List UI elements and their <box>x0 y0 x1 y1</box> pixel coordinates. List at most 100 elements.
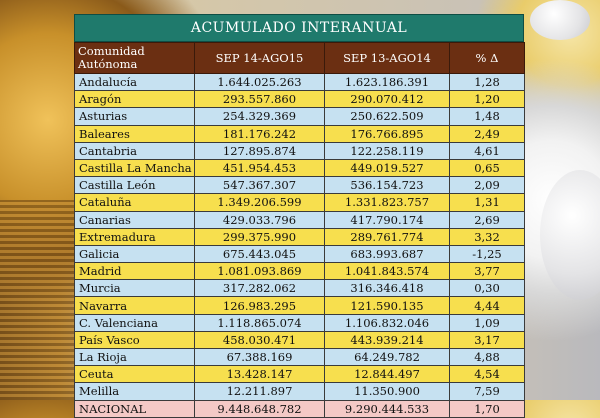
table-row: Galicia 675.443.045 683.993.687 -1,25 <box>74 244 525 264</box>
previous-period-cell: 443.939.214 <box>324 330 450 350</box>
header-community-line1: Comunidad <box>78 44 145 58</box>
community-name-cell: Castilla La Mancha <box>74 158 195 178</box>
current-period-cell: 547.367.307 <box>194 176 325 195</box>
percent-change-cell: 1,31 <box>449 193 525 212</box>
table-row: C. Valenciana 1.118.865.074 1.106.832.046 1… <box>74 313 525 332</box>
table-row: Melilla 12.211.897 11.350.900 7,59 <box>74 382 525 401</box>
community-name-cell: Navarra <box>74 296 195 315</box>
current-period-cell: 1.118.865.074 <box>194 313 325 332</box>
previous-period-cell: 1.331.823.757 <box>324 193 450 212</box>
previous-period-cell: 536.154.723 <box>324 176 450 195</box>
current-period-cell: 458.030.471 <box>194 330 325 350</box>
header-period-current: SEP 14-AGO15 <box>194 42 325 74</box>
header-percent-change: % Δ <box>449 42 525 74</box>
pill-decoration <box>530 0 590 40</box>
percent-change-cell: 4,88 <box>449 347 525 367</box>
header-period-previous: SEP 13-AGO14 <box>324 42 450 74</box>
previous-period-cell: 290.070.412 <box>324 90 450 109</box>
community-name-cell: Extremadura <box>74 227 195 246</box>
table-row: Andalucía 1.644.025.263 1.623.186.391 1,28 <box>74 72 525 92</box>
regional-spending-table: Comunidad Autónoma SEP 14-AGO15 SEP 13-A… <box>74 42 525 418</box>
previous-period-cell: 417.790.174 <box>324 210 450 229</box>
current-period-cell: 181.176.242 <box>194 124 325 143</box>
data-table-panel: ACUMULADO INTERANUAL Comunidad Autónoma … <box>74 14 525 418</box>
community-name-cell: Aragón <box>74 90 195 109</box>
percent-change-cell: 7,59 <box>449 382 525 401</box>
table-row: Canarias 429.033.796 417.790.174 2,69 <box>74 210 525 229</box>
percent-change-cell: 1,48 <box>449 107 525 126</box>
total-previous-cell: 9.290.444.533 <box>324 399 450 418</box>
percent-change-cell: 2,09 <box>449 176 525 195</box>
current-period-cell: 293.557.860 <box>194 90 325 109</box>
table-row: Navarra 126.983.295 121.590.135 4,44 <box>74 296 525 315</box>
current-period-cell: 67.388.169 <box>194 347 325 367</box>
previous-period-cell: 683.993.687 <box>324 244 450 264</box>
table-row: Cataluña 1.349.206.599 1.331.823.757 1,31 <box>74 193 525 212</box>
percent-change-cell: 4,44 <box>449 296 525 315</box>
previous-period-cell: 1.623.186.391 <box>324 72 450 92</box>
community-name-cell: Cantabria <box>74 141 195 160</box>
percent-change-cell: 4,54 <box>449 365 525 384</box>
table-row: Aragón 293.557.860 290.070.412 1,20 <box>74 90 525 109</box>
table-row: Extremadura 299.375.990 289.761.774 3,32 <box>74 227 525 246</box>
previous-period-cell: 64.249.782 <box>324 347 450 367</box>
percent-change-cell: 3,32 <box>449 227 525 246</box>
table-row: Asturias 254.329.369 250.622.509 1,48 <box>74 107 525 126</box>
table-row: País Vasco 458.030.471 443.939.214 3,17 <box>74 330 525 350</box>
current-period-cell: 317.282.062 <box>194 279 325 298</box>
percent-change-cell: 1,28 <box>449 72 525 92</box>
community-name-cell: Ceuta <box>74 365 195 384</box>
community-name-cell: Cataluña <box>74 193 195 212</box>
current-period-cell: 254.329.369 <box>194 107 325 126</box>
community-name-cell: Canarias <box>74 210 195 229</box>
community-name-cell: Baleares <box>74 124 195 143</box>
current-period-cell: 299.375.990 <box>194 227 325 246</box>
table-row: Castilla León 547.367.307 536.154.723 2,09 <box>74 176 525 195</box>
community-name-cell: Madrid <box>74 262 195 281</box>
community-name-cell: Murcia <box>74 279 195 298</box>
previous-period-cell: 11.350.900 <box>324 382 450 401</box>
table-row: Baleares 181.176.242 176.766.895 2,49 <box>74 124 525 143</box>
current-period-cell: 1.644.025.263 <box>194 72 325 92</box>
current-period-cell: 429.033.796 <box>194 210 325 229</box>
percent-change-cell: -1,25 <box>449 244 525 264</box>
community-name-cell: La Rioja <box>74 347 195 367</box>
total-percent-cell: 1,70 <box>449 399 525 418</box>
previous-period-cell: 289.761.774 <box>324 227 450 246</box>
previous-period-cell: 250.622.509 <box>324 107 450 126</box>
header-community: Comunidad Autónoma <box>74 42 195 74</box>
header-community-line2: Autónoma <box>78 57 138 71</box>
table-header-row: Comunidad Autónoma SEP 14-AGO15 SEP 13-A… <box>74 42 525 74</box>
previous-period-cell: 449.019.527 <box>324 158 450 178</box>
previous-period-cell: 121.590.135 <box>324 296 450 315</box>
total-current-cell: 9.448.648.782 <box>194 399 325 418</box>
percent-change-cell: 1,20 <box>449 90 525 109</box>
community-name-cell: Galicia <box>74 244 195 264</box>
previous-period-cell: 1.106.832.046 <box>324 313 450 332</box>
table-title: ACUMULADO INTERANUAL <box>74 14 524 42</box>
percent-change-cell: 1,09 <box>449 313 525 332</box>
percent-change-cell: 3,77 <box>449 262 525 281</box>
current-period-cell: 126.983.295 <box>194 296 325 315</box>
percent-change-cell: 3,17 <box>449 330 525 350</box>
table-row: La Rioja 67.388.169 64.249.782 4,88 <box>74 347 525 367</box>
table-row: Madrid 1.081.093.869 1.041.843.574 3,77 <box>74 262 525 281</box>
community-name-cell: Melilla <box>74 382 195 401</box>
previous-period-cell: 12.844.497 <box>324 365 450 384</box>
percent-change-cell: 2,49 <box>449 124 525 143</box>
community-name-cell: País Vasco <box>74 330 195 350</box>
pill-decoration <box>540 170 600 300</box>
coin-stack-decoration <box>0 200 76 400</box>
table-total-row: NACIONAL 9.448.648.782 9.290.444.533 1,70 <box>74 399 525 418</box>
community-name-cell: Castilla León <box>74 176 195 195</box>
previous-period-cell: 122.258.119 <box>324 141 450 160</box>
community-name-cell: Andalucía <box>74 72 195 92</box>
percent-change-cell: 2,69 <box>449 210 525 229</box>
table-row: Murcia 317.282.062 316.346.418 0,30 <box>74 279 525 298</box>
current-period-cell: 12.211.897 <box>194 382 325 401</box>
previous-period-cell: 176.766.895 <box>324 124 450 143</box>
table-row: Ceuta 13.428.147 12.844.497 4,54 <box>74 365 525 384</box>
previous-period-cell: 1.041.843.574 <box>324 262 450 281</box>
percent-change-cell: 4,61 <box>449 141 525 160</box>
community-name-cell: Asturias <box>74 107 195 126</box>
